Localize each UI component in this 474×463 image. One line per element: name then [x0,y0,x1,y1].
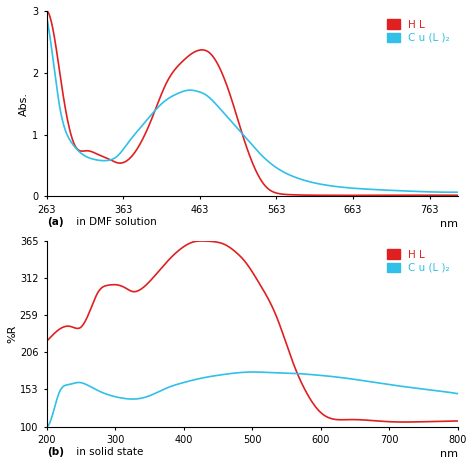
Legend: H L, C u (L )₂: H L, C u (L )₂ [384,246,453,276]
Text: in solid state: in solid state [73,447,143,457]
Y-axis label: Abs.: Abs. [19,92,29,116]
Legend: H L, C u (L )₂: H L, C u (L )₂ [384,16,453,46]
Text: nm: nm [440,449,458,459]
Text: in DMF solution: in DMF solution [73,217,156,227]
Text: (b): (b) [46,447,64,457]
Text: nm: nm [440,219,458,229]
Y-axis label: %R: %R [7,325,17,343]
Text: (a): (a) [46,217,64,227]
